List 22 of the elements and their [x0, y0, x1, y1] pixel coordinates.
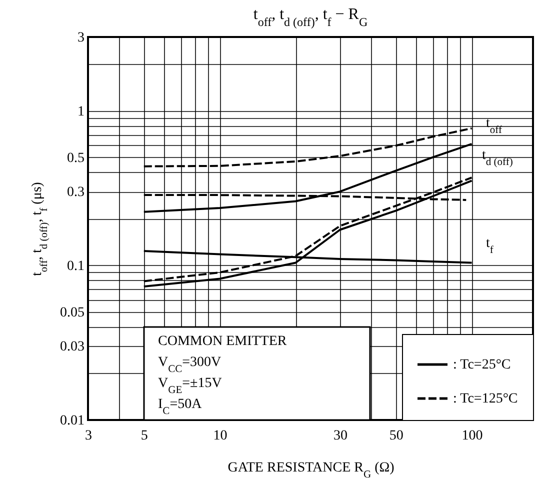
y-tick-label: 3	[78, 30, 84, 46]
chart-title: t$_{off}$, t$_{d (off)}$, t$_{f}$ − R$_{G}$	[253, 6, 368, 29]
x-tick-label: 50	[389, 428, 404, 444]
x-tick-label: 10	[213, 428, 228, 444]
x-tick-label: 30	[333, 428, 348, 444]
legend-label: : Tc=25°C	[453, 358, 511, 372]
y-tick-label: 0.3	[67, 185, 84, 200]
annotation: t$_{f}$	[486, 236, 494, 256]
y-tick-label: 0.5	[67, 150, 84, 166]
annotation: V$_{GE}$=±15V	[158, 376, 222, 396]
x-tick-label: 5	[140, 428, 148, 444]
y-tick-label: 0.05	[60, 305, 84, 320]
legend-label: : Tc=125°C	[453, 392, 518, 406]
annotation: I$_{C}$=50A	[158, 397, 203, 416]
x-tick-label: 100	[462, 428, 483, 444]
annotation: COMMON EMITTER	[158, 334, 288, 349]
y-tick-label: 0.03	[60, 340, 84, 355]
annotation: V$_{CC}$=300V	[158, 355, 222, 374]
y-tick-label: 0.1	[67, 258, 84, 274]
y-tick-label: 0.01	[60, 414, 84, 428]
x-axis-title: GATE RESISTANCE R$_{G}$ (Ω)	[228, 460, 395, 480]
y-tick-label: 1	[78, 104, 84, 120]
